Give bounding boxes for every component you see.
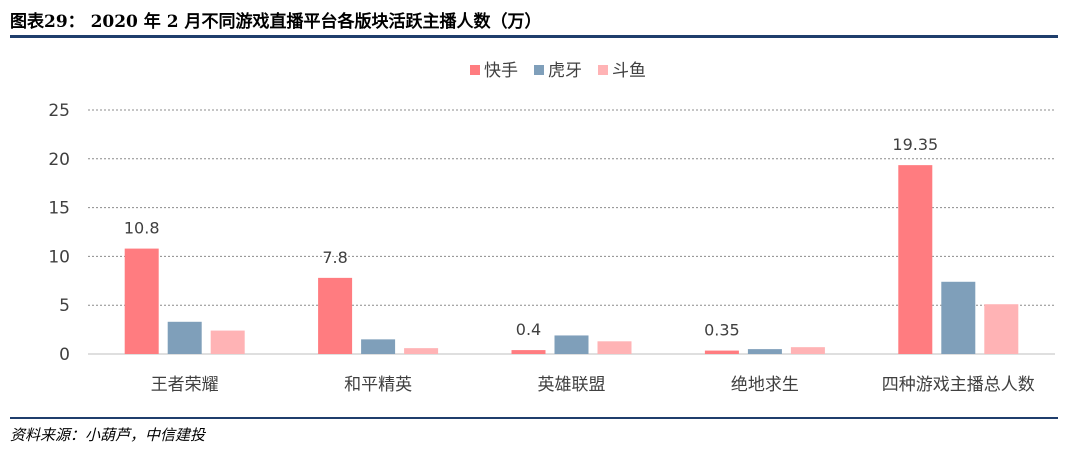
data-label: 0.35 <box>704 321 740 340</box>
legend-swatch <box>470 65 480 75</box>
bar-快手-2 <box>511 350 546 354</box>
y-tick-label: 15 <box>48 199 70 219</box>
legend-label: 虎牙 <box>548 61 582 81</box>
bars <box>124 165 1019 354</box>
bar-虎牙-1 <box>361 339 396 354</box>
legend: 快手 虎牙 斗鱼 <box>470 61 646 81</box>
bar-快手-4 <box>898 165 933 354</box>
bar-虎牙-4 <box>941 281 976 354</box>
data-label: 7.8 <box>322 248 347 267</box>
legend-swatch <box>534 65 544 75</box>
bar-快手-0 <box>124 248 159 354</box>
y-tick-label: 0 <box>59 345 70 365</box>
x-tick-label: 和平精英 <box>344 375 412 395</box>
x-axis-ticks: 王者荣耀 和平精英 英雄联盟 绝地求生 四种游戏主播总人数 <box>151 375 1035 395</box>
legend-item-快手: 快手 <box>470 61 518 81</box>
bar-快手-1 <box>318 277 353 354</box>
x-tick-label: 绝地求生 <box>731 375 799 395</box>
title-divider <box>10 35 1058 38</box>
legend-label: 斗鱼 <box>612 61 646 81</box>
bar-斗鱼-0 <box>210 330 245 354</box>
bar-斗鱼-1 <box>404 348 439 354</box>
y-axis-ticks: 0 5 10 15 20 25 <box>48 101 70 365</box>
x-tick-label: 王者荣耀 <box>151 375 219 395</box>
data-label: 10.8 <box>124 219 160 238</box>
bar-虎牙-0 <box>167 321 202 354</box>
bar-虎牙-3 <box>747 349 782 354</box>
data-label: 19.35 <box>892 135 938 154</box>
legend-swatch <box>598 65 608 75</box>
bar-斗鱼-4 <box>984 304 1019 354</box>
y-tick-label: 25 <box>48 101 70 121</box>
data-label: 0.4 <box>516 320 541 339</box>
bar-快手-3 <box>704 350 739 354</box>
legend-item-斗鱼: 斗鱼 <box>598 61 646 81</box>
x-tick-label: 四种游戏主播总人数 <box>882 375 1035 395</box>
y-tick-label: 20 <box>48 150 70 170</box>
source-divider <box>10 417 1058 419</box>
bar-斗鱼-3 <box>790 347 825 354</box>
y-tick-label: 10 <box>48 247 70 267</box>
bar-虎牙-2 <box>554 335 589 354</box>
bar-斗鱼-2 <box>597 341 632 354</box>
source-note: 资料来源：小葫芦，中信建投 <box>10 426 206 444</box>
x-tick-label: 英雄联盟 <box>538 375 606 395</box>
data-labels: 10.8 7.8 0.4 0.35 19.35 <box>124 135 938 339</box>
legend-item-虎牙: 虎牙 <box>534 61 582 81</box>
figure-title: 图表29： 2020 年 2 月不同游戏直播平台各版块活跃主播人数（万） <box>10 12 542 32</box>
legend-label: 快手 <box>484 61 518 81</box>
y-tick-label: 5 <box>59 296 70 316</box>
